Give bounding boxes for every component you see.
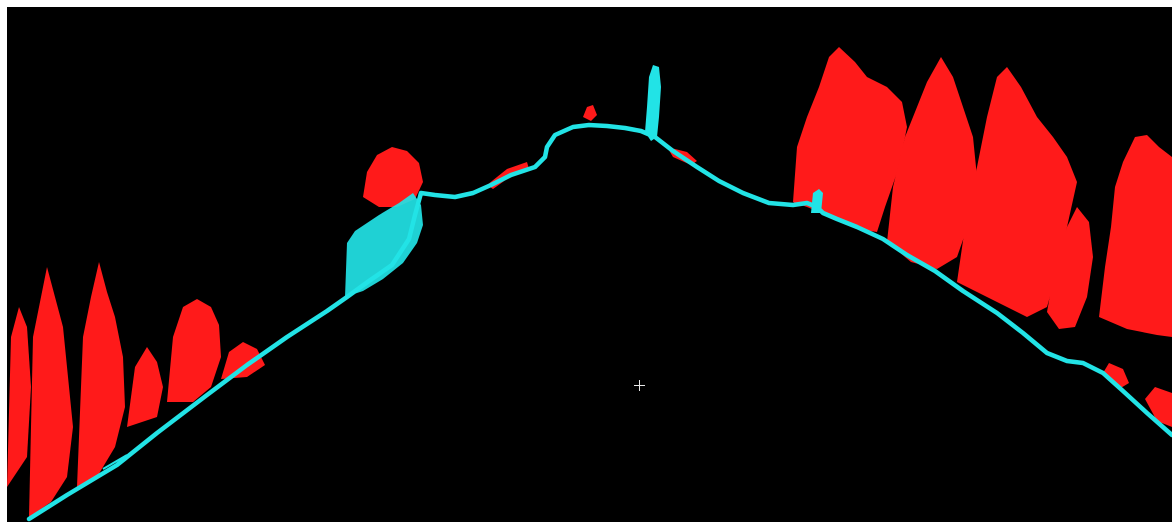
terrain-profile <box>26 122 1172 522</box>
tree-right-6 <box>1103 363 1129 389</box>
tree-left-2 <box>77 262 125 487</box>
tree-right-5 <box>1099 135 1172 337</box>
tree-right-7 <box>1145 387 1172 427</box>
tree-left-4 <box>127 347 163 427</box>
tree-left-6 <box>221 342 265 379</box>
tree-right-3 <box>957 67 1077 317</box>
crosshair-icon <box>634 380 645 391</box>
shrub-top <box>583 105 597 121</box>
tower-structure <box>645 65 661 141</box>
tree-right-4 <box>1047 207 1093 329</box>
tree-left-1 <box>29 267 73 517</box>
wall-structure <box>345 193 423 297</box>
terrain-dash-left <box>102 454 128 470</box>
ground-points <box>26 65 1172 522</box>
vegetation-points <box>7 47 1172 517</box>
tree-right-2 <box>887 57 977 269</box>
shrub-left-wall <box>363 147 423 207</box>
tree-left-3 <box>7 307 31 487</box>
point-cloud-canvas[interactable] <box>7 7 1172 522</box>
tree-left-5 <box>167 299 221 402</box>
point-cloud-render <box>7 47 1172 522</box>
tree-right-1 <box>793 47 907 232</box>
